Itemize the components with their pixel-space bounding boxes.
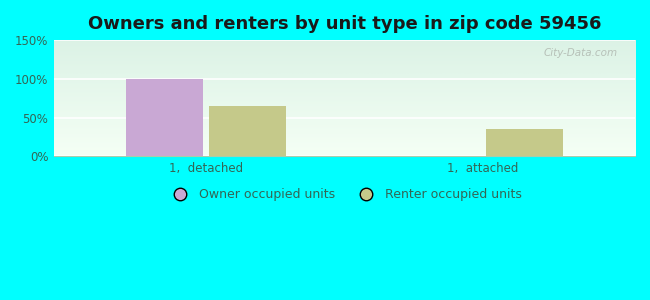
Bar [126,79,203,156]
Bar [209,106,287,156]
Bar [486,129,563,156]
Title: Owners and renters by unit type in zip code 59456: Owners and renters by unit type in zip c… [88,15,601,33]
Text: City-Data.com: City-Data.com [543,48,618,58]
Legend: Owner occupied units, Renter occupied units: Owner occupied units, Renter occupied un… [162,183,526,206]
